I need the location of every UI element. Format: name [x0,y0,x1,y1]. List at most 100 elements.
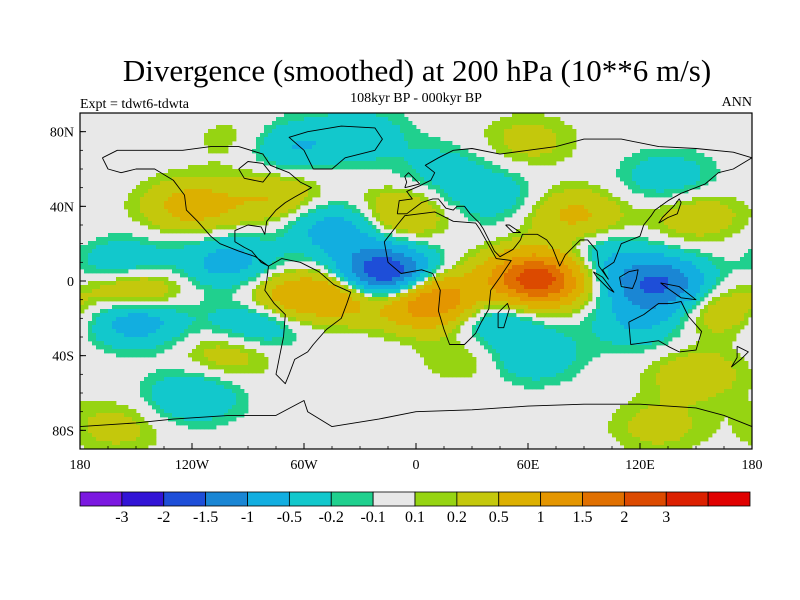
field-cell [224,221,229,226]
field-cell [204,385,209,390]
field-cell [264,253,269,258]
field-cell [476,193,481,198]
field-cell [496,181,501,186]
field-cell [180,405,185,410]
field-cell [196,185,201,190]
field-cell [360,261,365,266]
field-cell [244,209,249,214]
field-cell [432,353,437,358]
field-cell [280,201,285,206]
field-cell [420,293,425,298]
field-cell [228,297,233,302]
field-cell [192,229,197,234]
field-cell [172,293,177,298]
field-cell [424,309,429,314]
field-cell [248,277,253,282]
field-cell [400,197,405,202]
field-cell [160,349,165,354]
field-cell [108,293,113,298]
field-cell [408,121,413,126]
field-cell [432,145,437,150]
field-cell [300,149,305,154]
field-cell [320,217,325,222]
field-cell [340,305,345,310]
field-cell [272,249,277,254]
field-cell [244,205,249,210]
field-cell [140,441,145,446]
field-cell [488,209,493,214]
field-cell [304,249,309,254]
field-cell [212,173,217,178]
field-cell [296,137,301,142]
field-cell [484,197,489,202]
field-cell [440,185,445,190]
field-cell [136,437,141,442]
field-cell [276,205,281,210]
field-cell [456,157,461,162]
field-cell [328,125,333,130]
field-cell [252,181,257,186]
field-cell [192,405,197,410]
field-cell [240,169,245,174]
field-cell [204,293,209,298]
field-cell [144,337,149,342]
field-cell [204,133,209,138]
field-cell [380,133,385,138]
field-cell [440,173,445,178]
field-cell [284,273,289,278]
field-cell [420,321,425,326]
field-cell [380,297,385,302]
field-cell [336,141,341,146]
field-cell [484,249,489,254]
field-cell [204,257,209,262]
field-cell [368,261,373,266]
field-cell [296,317,301,322]
field-cell [364,261,369,266]
field-cell [492,277,497,282]
field-cell [228,185,233,190]
field-cell [188,217,193,222]
field-cell [152,209,157,214]
field-cell [152,293,157,298]
field-cell [436,177,441,182]
field-cell [244,305,249,310]
field-cell [372,229,377,234]
field-cell [228,141,233,146]
field-cell [420,145,425,150]
field-cell [456,185,461,190]
field-cell [412,301,417,306]
field-cell [288,297,293,302]
field-cell [164,245,169,250]
field-cell [144,349,149,354]
field-cell [356,233,361,238]
field-cell [260,341,265,346]
field-cell [408,301,413,306]
field-cell [396,153,401,158]
field-cell [376,161,381,166]
field-cell [468,177,473,182]
field-cell [272,281,277,286]
field-cell [184,177,189,182]
field-cell [232,197,237,202]
field-cell [272,133,277,138]
field-cell [236,241,241,246]
field-cell [188,305,193,310]
field-cell [392,213,397,218]
field-cell [252,337,257,342]
field-cell [172,197,177,202]
field-cell [408,201,413,206]
field-cell [472,357,477,362]
field-cell [336,129,341,134]
field-cell [420,229,425,234]
field-cell [188,181,193,186]
field-cell [228,133,233,138]
field-cell [212,245,217,250]
field-cell [452,197,457,202]
field-cell [320,305,325,310]
field-cell [204,249,209,254]
field-cell [176,189,181,194]
field-cell [172,289,177,294]
field-cell [204,313,209,318]
field-cell [436,153,441,158]
field-cell [388,313,393,318]
